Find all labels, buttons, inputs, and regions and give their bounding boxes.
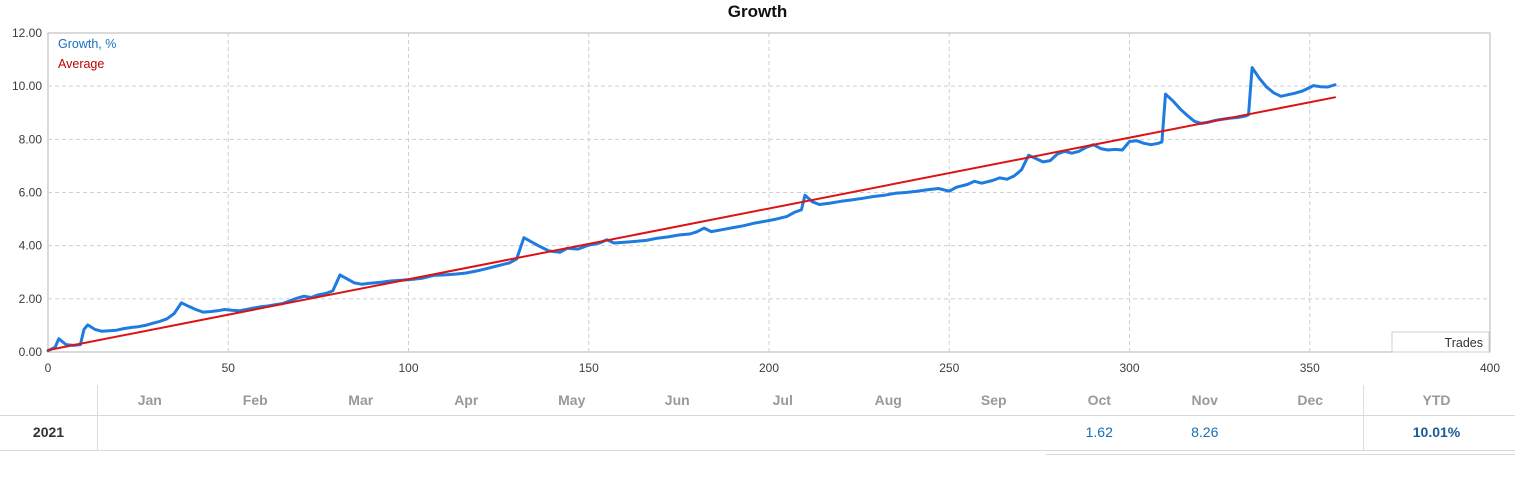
month-header-aug: Aug [874, 392, 902, 408]
average-line [47, 96, 1336, 352]
x-tick-label: 100 [398, 361, 418, 375]
table-divider [0, 450, 1515, 451]
x-tick-label: 50 [222, 361, 236, 375]
y-tick-label: 10.00 [12, 79, 42, 93]
month-value-nov: 8.26 [1191, 424, 1219, 440]
x-tick-label: 200 [759, 361, 779, 375]
ytd-value: 10.01% [1412, 424, 1461, 440]
year-label: 2021 [32, 424, 65, 440]
ytd-header: YTD [1422, 392, 1451, 408]
legend-growth-label: Growth, % [58, 37, 116, 51]
month-header-jun: Jun [664, 392, 690, 408]
y-tick-label: 4.00 [19, 239, 43, 253]
x-tick-label: 250 [939, 361, 959, 375]
month-header-oct: Oct [1087, 392, 1111, 408]
y-tick-label: 0.00 [19, 345, 43, 359]
table-column-separator [1363, 385, 1364, 450]
month-header-apr: Apr [454, 392, 479, 408]
y-tick-label: 6.00 [19, 186, 43, 200]
month-header-mar: Mar [348, 392, 374, 408]
month-header-jul: Jul [772, 392, 793, 408]
y-tick-label: 12.00 [12, 26, 42, 40]
month-header-nov: Nov [1191, 392, 1218, 408]
month-header-dec: Dec [1297, 392, 1324, 408]
legend-average-label: Average [58, 57, 104, 71]
month-value-oct: 1.62 [1085, 424, 1113, 440]
trades-label-box [1391, 331, 1490, 353]
x-axis-title: Trades [1445, 336, 1483, 350]
table-column-separator [97, 385, 98, 450]
y-tick-label: 2.00 [19, 292, 43, 306]
x-tick-label: 300 [1119, 361, 1139, 375]
month-header-feb: Feb [242, 392, 268, 408]
x-tick-label: 150 [579, 361, 599, 375]
month-header-jan: Jan [137, 392, 162, 408]
month-header-may: May [558, 392, 586, 408]
month-header-sep: Sep [980, 392, 1007, 408]
y-tick-label: 8.00 [19, 132, 43, 146]
x-tick-label: 350 [1300, 361, 1320, 375]
table-divider [0, 415, 1515, 416]
growth-line [46, 66, 1337, 353]
monthly-growth-table: Jan Feb Mar Apr May Jun Jul Aug Sep Oct Nov Dec YTD 2… [0, 385, 1515, 495]
total-row-divider [1046, 454, 1515, 455]
chart-title: Growth [727, 2, 788, 21]
x-tick-label: 400 [1480, 361, 1500, 375]
x-tick-label: 0 [45, 361, 52, 375]
growth-chart: 0.00 2.00 4.00 6.00 8.00 10.00 12.00 0 50 100 150 2… [12, 26, 1500, 375]
